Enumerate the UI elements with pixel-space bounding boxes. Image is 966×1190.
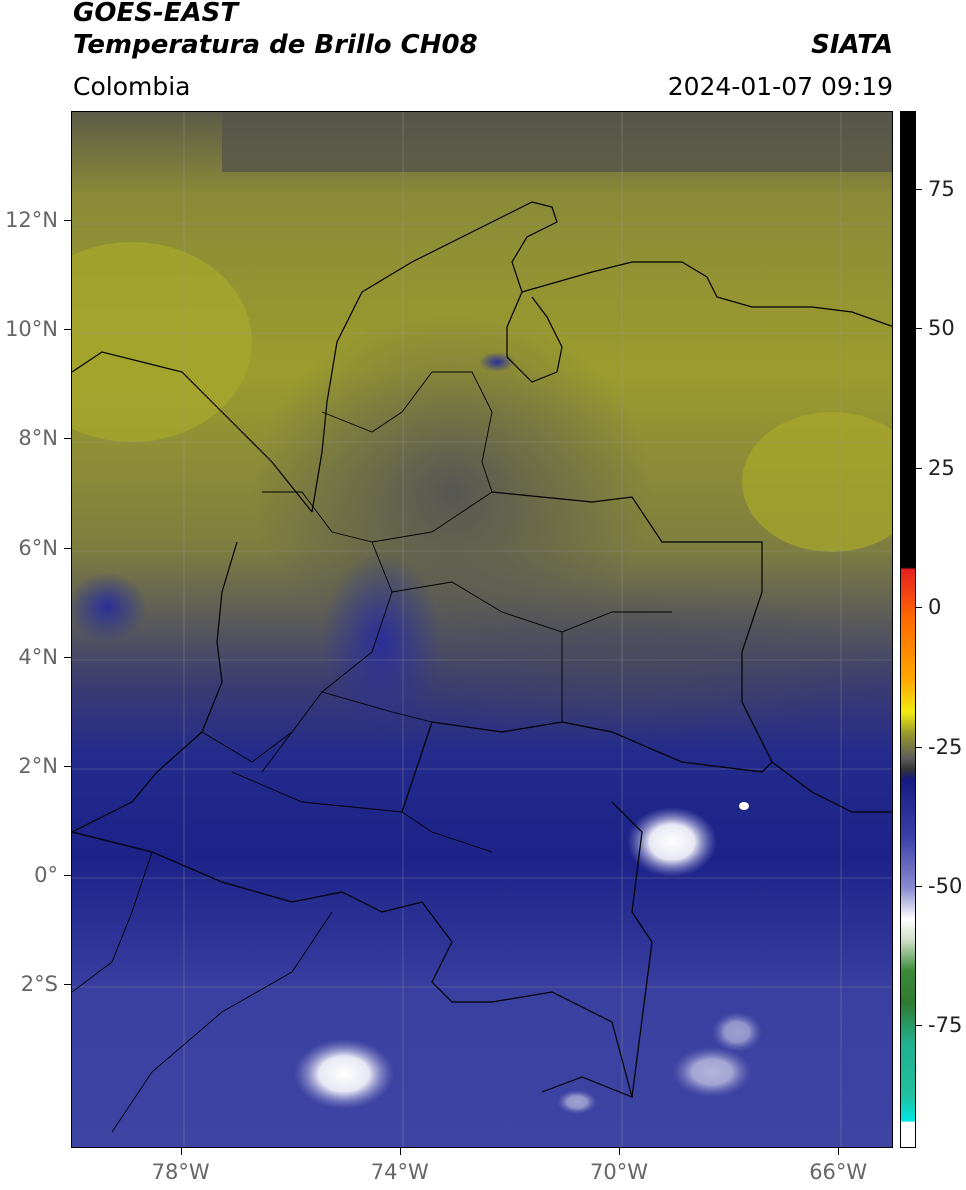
colorbar-tick: [916, 467, 922, 469]
lat-label: 6°N: [18, 535, 58, 560]
colorbar-label: 25: [928, 455, 955, 480]
colorbar-gradient: [901, 112, 915, 1147]
lon-label: 78°W: [151, 1160, 210, 1184]
brightness-temperature-field: [72, 112, 892, 1147]
lon-tick: [838, 1148, 840, 1155]
colorbar-label: -25: [928, 734, 963, 759]
colorbar-tick: [916, 328, 922, 330]
lon-label: 74°W: [370, 1160, 429, 1184]
colorbar-tick: [916, 1025, 922, 1027]
colorbar-tick: [916, 189, 922, 191]
colorbar-tick: [916, 885, 922, 887]
colorbar-tick: [916, 746, 922, 748]
lat-tick: [64, 547, 71, 549]
lat-tick: [64, 765, 71, 767]
lat-label: 4°N: [18, 644, 58, 669]
product-title: Temperatura de Brillo CH08: [73, 30, 478, 60]
lat-tick: [64, 220, 71, 222]
colorbar-label: 75: [928, 177, 955, 202]
lat-tick: [64, 984, 71, 986]
graticule: [72, 112, 892, 1147]
colorbar-label: -75: [928, 1013, 963, 1038]
colorbar-label: 0: [928, 595, 942, 620]
lat-tick: [64, 875, 71, 877]
colorbar-tick: [916, 607, 922, 609]
satellite-map[interactable]: [71, 111, 893, 1148]
lat-tick: [64, 329, 71, 331]
lon-tick: [399, 1148, 401, 1155]
satellite-title: GOES-EAST: [73, 0, 239, 28]
lat-label: 8°N: [18, 426, 58, 451]
lat-tick: [64, 656, 71, 658]
lon-tick: [619, 1148, 620, 1155]
colorbar-label: -50: [928, 873, 963, 898]
timestamp-label: 2024-01-07 09:19: [667, 72, 893, 101]
lon-label: 66°W: [809, 1160, 868, 1184]
country-borders: [72, 201, 892, 1133]
agency-label: SIATA: [811, 30, 893, 60]
lat-label: 12°N: [5, 208, 58, 233]
temperature-colorbar: [900, 111, 916, 1148]
lat-tick: [64, 438, 71, 440]
region-label: Colombia: [73, 72, 191, 101]
lon-label: 70°W: [590, 1160, 648, 1184]
lat-label: 0°: [34, 863, 58, 888]
lat-label: 2°N: [18, 753, 58, 778]
lat-label: 10°N: [5, 317, 58, 342]
lat-label: 2°S: [20, 972, 58, 997]
colorbar-label: 50: [928, 316, 955, 341]
lon-tick: [180, 1148, 182, 1155]
